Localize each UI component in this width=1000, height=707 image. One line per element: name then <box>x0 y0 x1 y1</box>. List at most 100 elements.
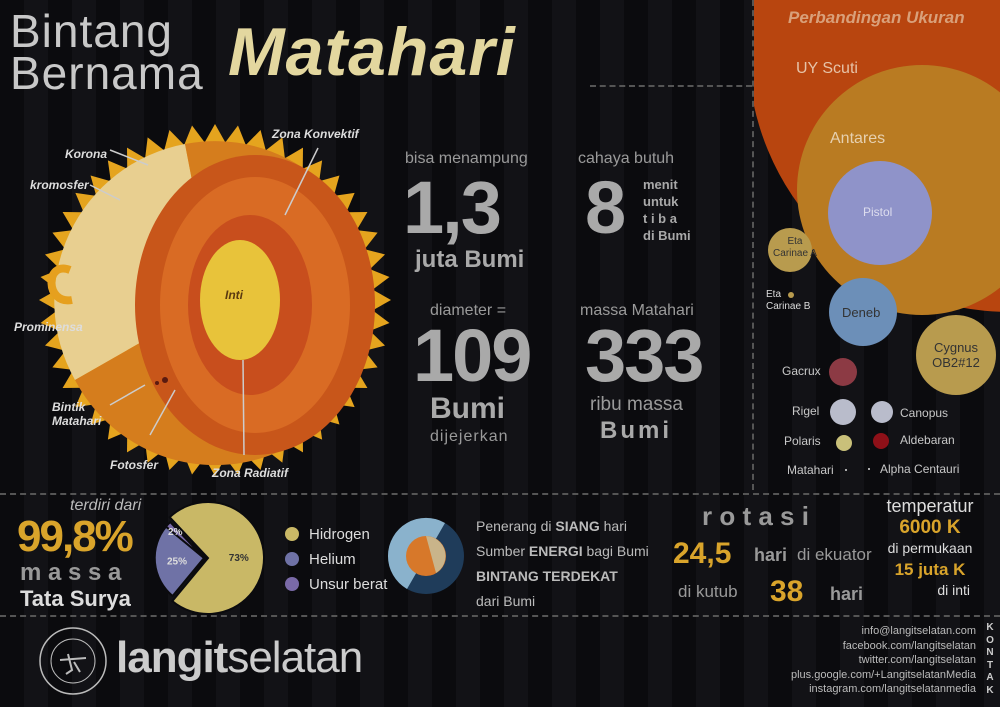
label-prominensa: Prominensa <box>14 320 83 334</box>
contact-twitter[interactable]: twitter.com/langitselatan <box>858 654 976 666</box>
label-eta-carinae-b: Eta Carinae B <box>766 289 811 312</box>
corona-spike <box>145 137 165 159</box>
diameter-post: dijejerkan <box>430 428 509 445</box>
pie-slice-helium <box>153 525 206 598</box>
pie-label: 73% <box>229 553 249 564</box>
legend-label: Hidrogen <box>309 526 370 543</box>
rotation-pole-unit: hari <box>830 584 864 604</box>
label-polaris: Polaris <box>784 434 821 448</box>
star-matahari <box>845 469 847 471</box>
contact-label: KONTAK <box>986 622 994 696</box>
fact-text: bagi Bumi <box>582 543 649 559</box>
langitselatan-logo <box>39 627 107 695</box>
corona-spike <box>127 147 146 169</box>
legend-item-unsur-berat: Unsur berat <box>285 572 387 597</box>
fact-text: SIANG <box>555 518 600 534</box>
star-gacrux <box>829 358 857 386</box>
label-fotosfer: Fotosfer <box>110 458 158 472</box>
label-eta-carinae-a: Eta Carinae A <box>773 236 817 259</box>
capacity-unit: juta Bumi <box>415 246 525 273</box>
light-value: 8 <box>585 166 626 249</box>
star-polaris <box>836 435 852 451</box>
brand-light: selatan <box>227 633 363 682</box>
corona-spike <box>356 230 378 250</box>
label-matahari: Matahari <box>787 463 834 477</box>
contact-instagram[interactable]: instagram.com/langitselatanmedia <box>809 683 976 695</box>
light-label: cahaya butuh <box>578 150 675 167</box>
contact-email[interactable]: info@langitselatan.com <box>861 625 976 637</box>
label-gacrux: Gacrux <box>782 364 821 378</box>
star-pistol <box>828 161 932 265</box>
label-zona-radiatif: Zona Radiatif <box>212 466 289 480</box>
composition-pie-chart: 25% 2% 73% <box>153 501 265 615</box>
star-eta-carinae-a <box>768 228 812 272</box>
pie-slice-unsur-berat <box>164 520 205 559</box>
contact-google-plus[interactable]: plus.google.com/+LangitselatanMedia <box>791 668 976 681</box>
contact-facebook[interactable]: facebook.com/langitselatan <box>842 639 976 652</box>
temperature-block: temperatur 6000 K di permukaan 15 juta K… <box>880 496 980 601</box>
pie-slice-hidrogen <box>168 501 265 615</box>
rotation-pole-value: 38 <box>770 575 804 608</box>
corona-spike <box>62 212 84 231</box>
fact-text: ENERGI <box>528 543 583 559</box>
corona-spike <box>107 160 128 182</box>
rotation-eq-unit: hari <box>754 545 788 565</box>
label-zona-konvektif: Zona Konvektif <box>272 127 359 141</box>
star-cygnus <box>916 315 996 395</box>
composition-massa: m a s s a <box>20 559 122 586</box>
temperature-title: temperatur <box>886 496 974 516</box>
legend-item-hidrogen: Hidrogen <box>285 522 387 547</box>
day-night-icon <box>387 517 464 594</box>
rotation-eq-text: di ekuator <box>797 545 872 564</box>
diameter-label: diameter = <box>430 302 507 319</box>
rotation-title: r o t a s i <box>702 501 809 531</box>
divider <box>0 493 1000 495</box>
light-unit-line: menit <box>643 177 678 192</box>
rotation-pole-text: di kutub <box>678 582 738 601</box>
corona-spike <box>265 137 285 159</box>
star-deneb <box>829 278 897 346</box>
corona-spike <box>225 125 246 146</box>
capacity-value: 1,3 <box>403 166 502 249</box>
fact-text: Sumber <box>476 543 529 559</box>
legend-label: Helium <box>309 551 356 568</box>
corona-spike <box>184 125 205 146</box>
fact-text: BINTANG TERDEKAT <box>476 568 618 584</box>
light-unit-line: untuk <box>643 194 679 209</box>
light-unit-line: di Bumi <box>643 228 691 243</box>
composition-tata-surya: Tata Surya <box>20 586 131 611</box>
brand-name: langitselatan <box>116 633 363 682</box>
temperature-core-text: di inti <box>937 582 970 598</box>
title-line2: Bernama <box>10 47 204 99</box>
mass-value: 333 <box>585 314 704 397</box>
label-uy-scuti: UY Scuti <box>796 60 858 77</box>
corona-spike <box>284 147 303 169</box>
label-antares: Antares <box>830 130 886 147</box>
light-unit: menit untuk t i b a di Bumi <box>643 176 691 244</box>
corona-spike <box>369 269 390 290</box>
mass-unit2: Bumi <box>600 417 672 444</box>
temperature-surface: 6000 K <box>899 517 961 538</box>
corona-spike <box>369 310 390 331</box>
mass-unit: ribu massa <box>590 394 683 415</box>
label-canopus: Canopus <box>900 406 949 420</box>
corona-spike <box>75 192 97 213</box>
star-canopus <box>871 401 893 423</box>
corona-spike <box>90 175 111 196</box>
divider <box>590 85 752 87</box>
pie-label: 2% <box>168 527 183 538</box>
star-eta-carinae-b <box>788 292 794 298</box>
fact-text: Penerang di <box>476 518 556 534</box>
title-line1: Bintang <box>10 5 174 57</box>
diameter-value: 109 <box>413 314 532 397</box>
sun-diagram <box>39 124 391 476</box>
temperature-surface-text: di permukaan <box>887 540 973 556</box>
label-inti: Inti <box>225 288 243 302</box>
pie-label: 25% <box>167 557 187 568</box>
rotation-eq-value: 24,5 <box>673 537 732 570</box>
light-unit-line: t i b a <box>643 211 677 226</box>
corona-spike <box>302 160 323 182</box>
composition-pre: terdiri dari <box>70 497 142 514</box>
contact-list: info@langitselatan.com facebook.com/lang… <box>791 624 976 697</box>
corona-spike <box>204 124 226 143</box>
